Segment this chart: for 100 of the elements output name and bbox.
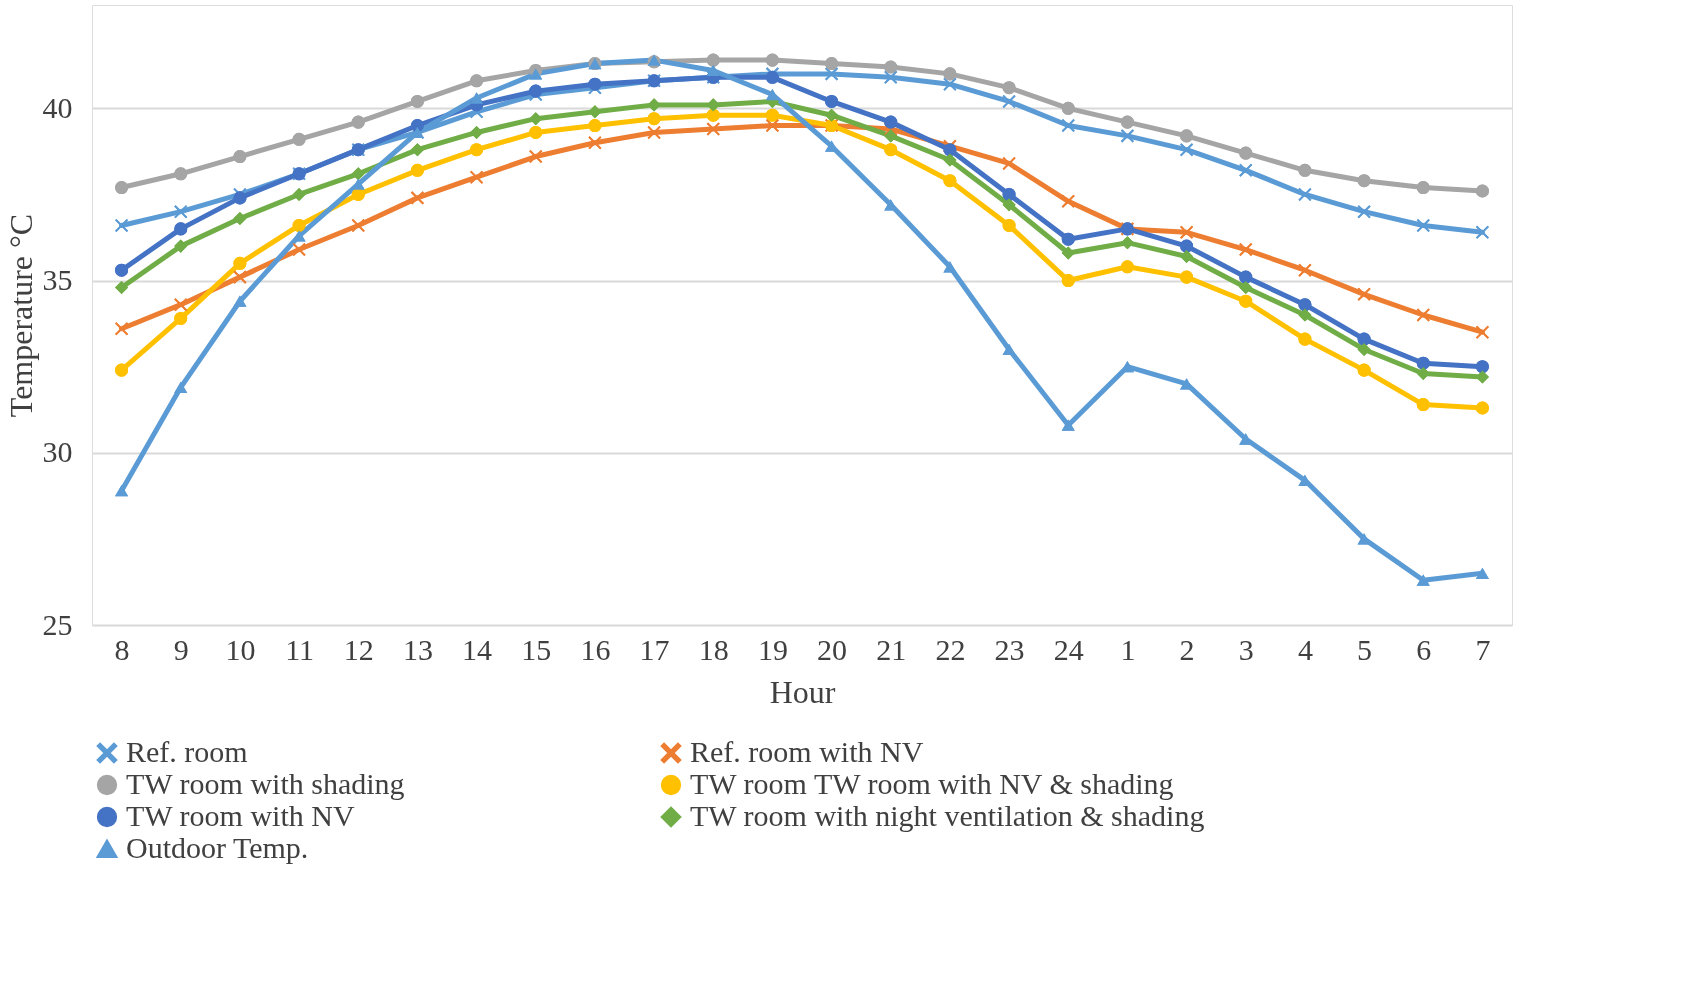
point	[292, 187, 306, 201]
point	[1475, 325, 1489, 339]
x-tick-label: 12	[343, 632, 374, 666]
point	[174, 239, 188, 253]
point	[470, 143, 484, 157]
x-tick-label: 19	[757, 632, 788, 666]
point	[825, 108, 839, 122]
point	[233, 256, 247, 270]
point	[529, 125, 543, 139]
point	[943, 143, 957, 157]
point	[1357, 332, 1371, 346]
point	[351, 167, 365, 181]
point	[1475, 225, 1489, 239]
x-tick-label: 24	[1053, 632, 1084, 666]
point	[1416, 356, 1430, 370]
point	[233, 212, 247, 226]
point	[1357, 363, 1371, 377]
x-tick-label: 8	[114, 632, 130, 666]
point	[115, 485, 129, 497]
point	[233, 150, 247, 164]
point	[410, 143, 424, 157]
y-tick-label: 25	[42, 607, 73, 641]
point	[1298, 308, 1312, 322]
y-tick-label: 40	[42, 90, 73, 124]
x-tick-label: 17	[639, 632, 670, 666]
point	[115, 181, 129, 195]
point	[1357, 205, 1371, 219]
y-tick-label: 35	[42, 263, 73, 297]
point	[1298, 263, 1312, 277]
point	[1002, 343, 1016, 356]
point	[292, 132, 306, 146]
point	[943, 174, 957, 188]
point	[706, 122, 720, 136]
point	[351, 115, 365, 129]
point	[1298, 298, 1312, 312]
point	[233, 270, 247, 284]
point	[943, 261, 957, 273]
point	[292, 218, 306, 232]
point	[1061, 246, 1075, 260]
point	[1298, 163, 1312, 177]
point	[647, 98, 661, 112]
x-tick-label: 2	[1179, 632, 1195, 666]
point	[410, 191, 424, 205]
point	[1061, 194, 1075, 208]
point	[1180, 270, 1194, 284]
legend-label: TW room with NV	[126, 799, 355, 832]
x-tick-label: 18	[698, 632, 729, 666]
point	[1416, 367, 1430, 381]
point	[1475, 401, 1489, 415]
point	[115, 218, 129, 232]
point	[1239, 270, 1253, 284]
point	[174, 205, 188, 219]
point	[470, 125, 484, 139]
x-tick-label: 7	[1475, 632, 1491, 666]
point	[1416, 181, 1430, 195]
point	[1120, 236, 1134, 250]
point	[115, 263, 129, 277]
point	[1416, 308, 1430, 322]
point	[588, 77, 602, 91]
point	[706, 64, 720, 77]
point	[410, 94, 424, 108]
x-tick-label: 14	[462, 632, 493, 666]
point	[943, 153, 957, 167]
y-tick-label: 30	[42, 435, 73, 469]
x-tick-label: 13	[402, 632, 433, 666]
point	[825, 67, 839, 81]
x-tick-label: 11	[285, 632, 315, 666]
point	[1002, 218, 1016, 232]
point	[1120, 260, 1134, 274]
point	[1416, 218, 1430, 232]
point	[115, 280, 129, 294]
point	[647, 112, 661, 126]
point	[410, 163, 424, 177]
point	[351, 178, 365, 190]
point	[825, 94, 839, 108]
x-tick-label: 3	[1238, 632, 1254, 666]
x-tick-label: 5	[1357, 632, 1373, 666]
point	[884, 70, 898, 84]
point	[233, 295, 247, 307]
point	[1002, 81, 1016, 95]
x-tick-label: 15	[521, 632, 552, 666]
point	[588, 119, 602, 133]
point	[884, 115, 898, 129]
point	[1120, 129, 1134, 143]
point	[943, 67, 957, 81]
point	[884, 129, 898, 143]
point	[1239, 243, 1253, 257]
point	[1239, 146, 1253, 160]
legend-label: TW room TW room with NV & shading	[690, 767, 1174, 800]
legend-label: Ref. room with NV	[690, 735, 924, 768]
legend-label: TW room with night ventilation & shading	[690, 799, 1205, 832]
point	[1180, 239, 1194, 253]
point	[884, 60, 898, 74]
x-tick-label: 9	[173, 632, 189, 666]
x-tick-label: 6	[1416, 632, 1432, 666]
point	[174, 381, 188, 393]
point	[588, 136, 602, 150]
point	[529, 68, 543, 80]
point	[765, 108, 779, 122]
point	[706, 108, 720, 122]
